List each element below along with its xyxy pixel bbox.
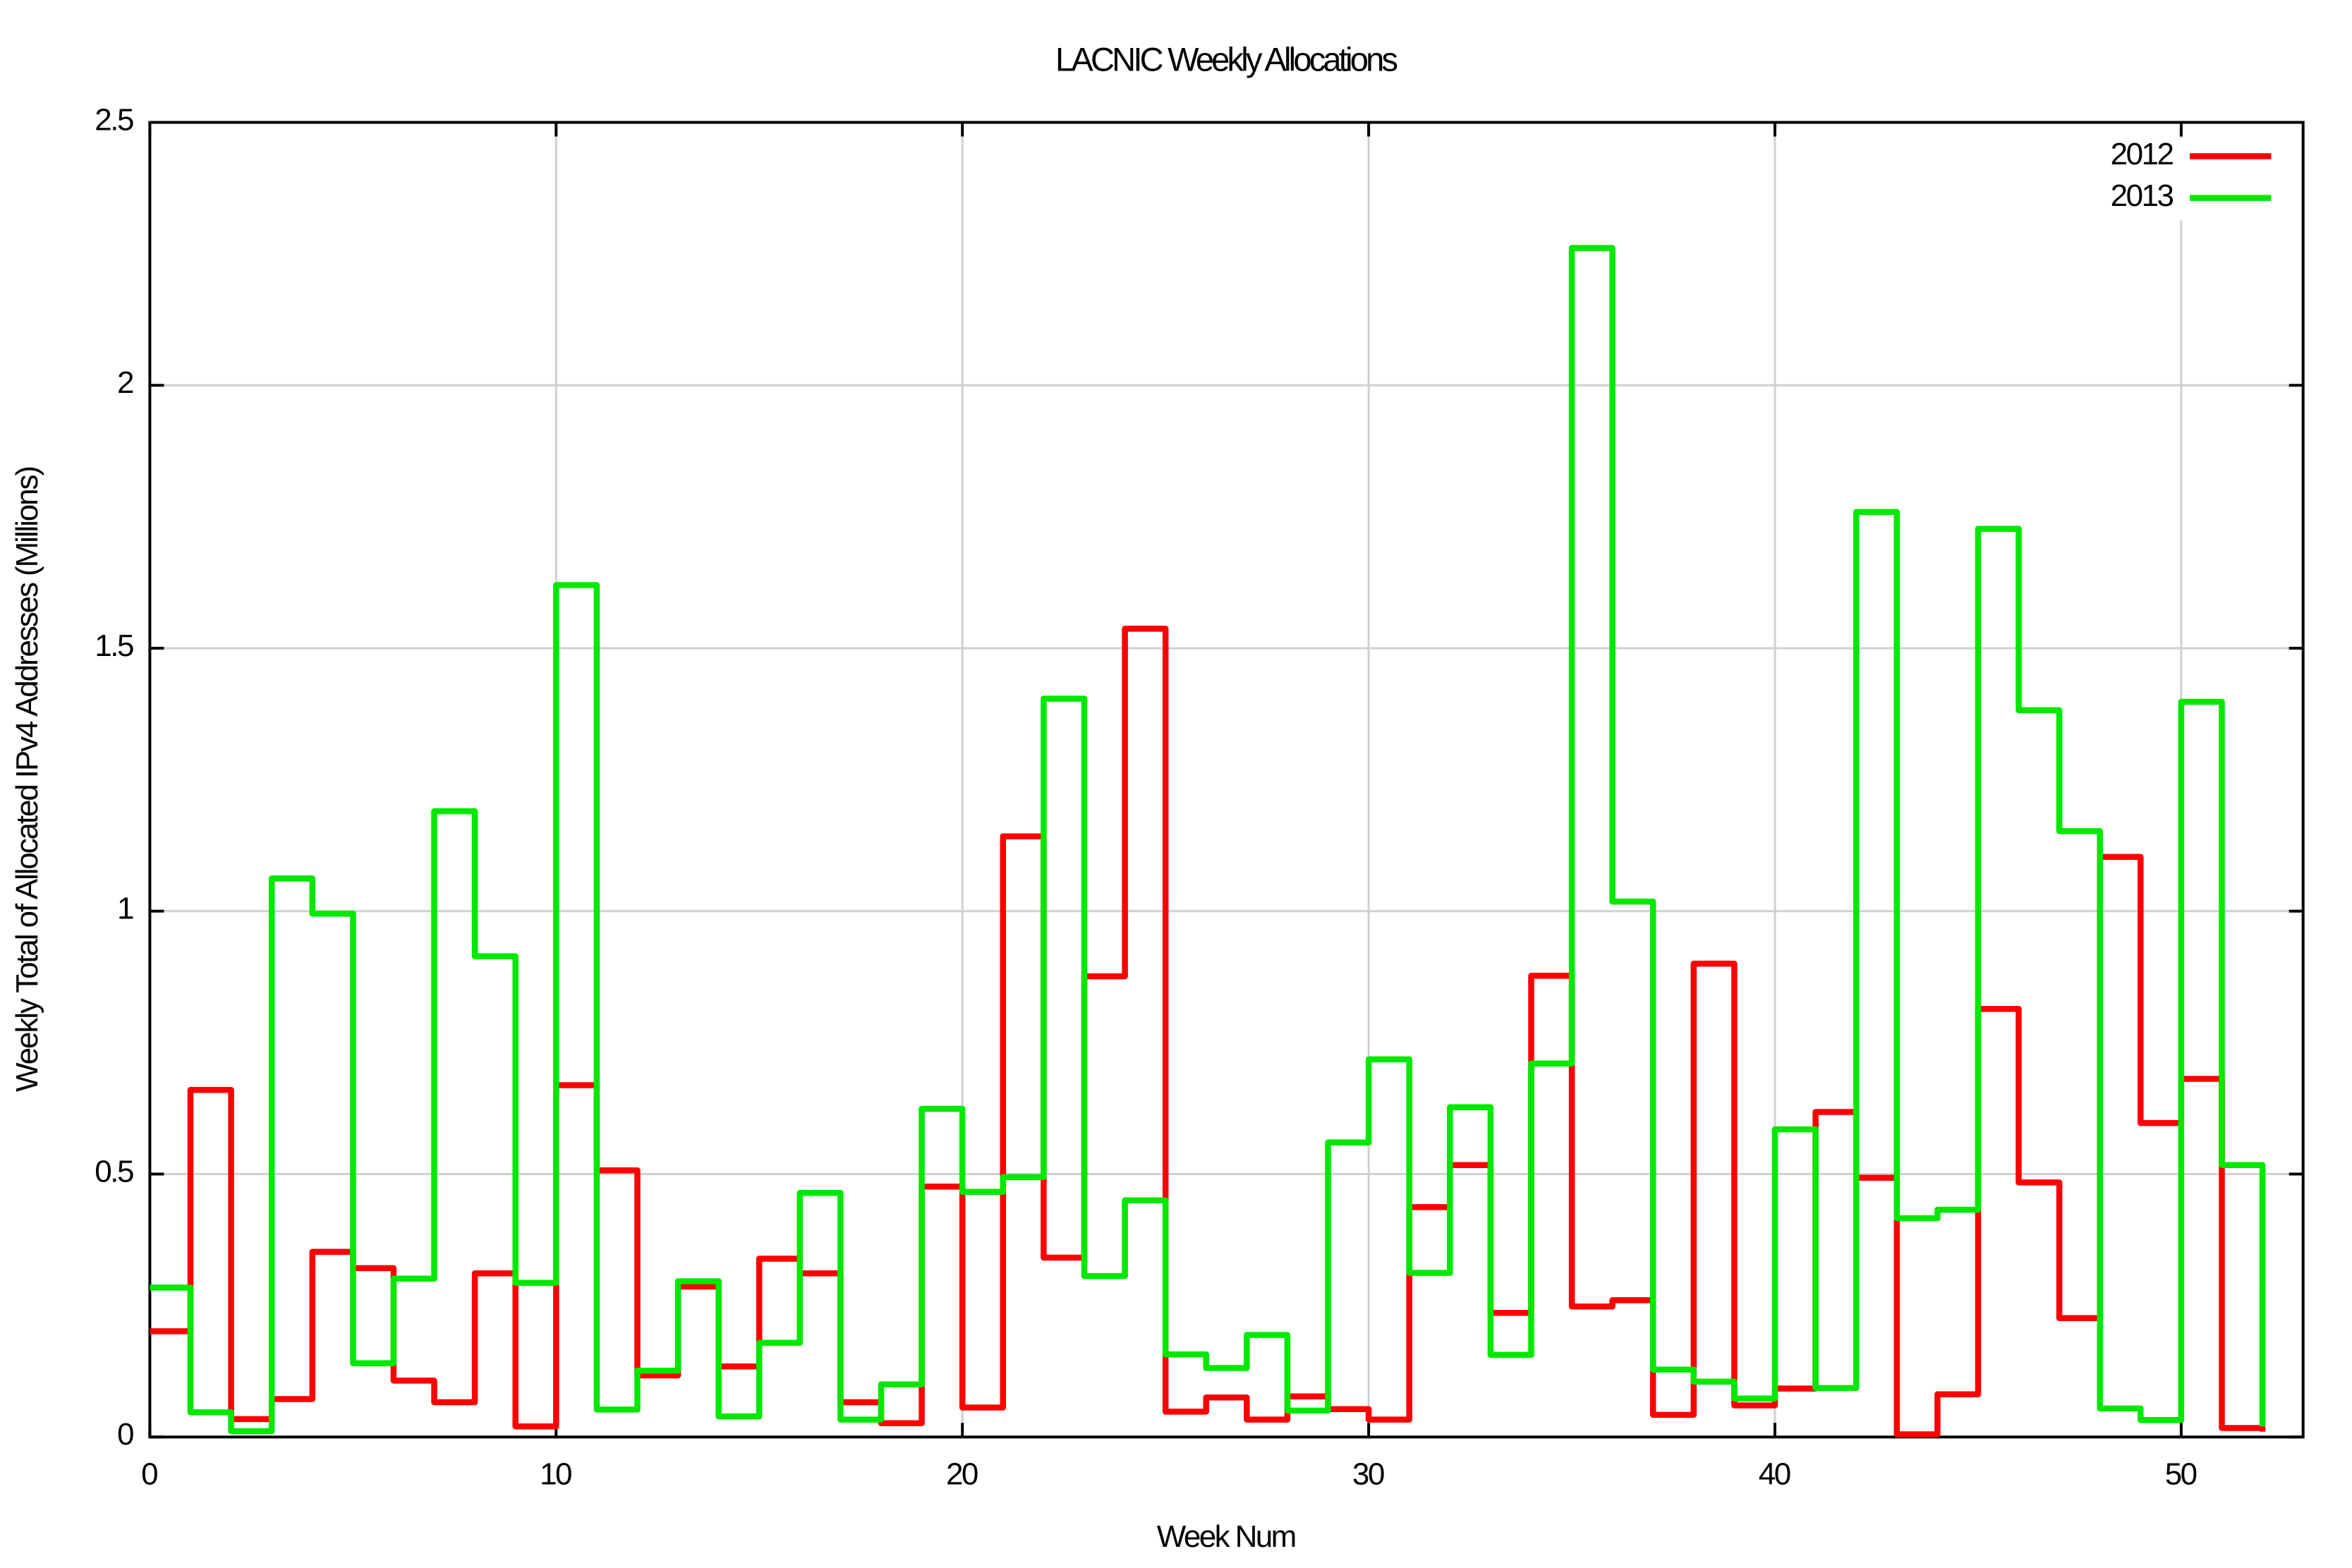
svg-text:0: 0 — [141, 1457, 158, 1492]
svg-text:2.5: 2.5 — [95, 102, 134, 137]
svg-text:1.5: 1.5 — [95, 628, 134, 663]
svg-text:2013: 2013 — [2111, 178, 2174, 213]
svg-text:50: 50 — [2165, 1457, 2198, 1492]
svg-text:1: 1 — [117, 892, 134, 926]
svg-text:Weekly Total of Allocated IPv4: Weekly Total of Allocated IPv4 Addresses… — [10, 466, 44, 1092]
svg-text:0: 0 — [117, 1417, 134, 1452]
svg-text:2012: 2012 — [2111, 137, 2174, 171]
svg-text:30: 30 — [1352, 1457, 1385, 1492]
svg-text:10: 10 — [540, 1457, 572, 1492]
svg-text:2: 2 — [117, 365, 134, 400]
svg-text:20: 20 — [946, 1457, 978, 1492]
svg-text:Week Num: Week Num — [1157, 1519, 1297, 1554]
svg-text:0.5: 0.5 — [95, 1154, 134, 1189]
svg-text:40: 40 — [1759, 1457, 1791, 1492]
svg-text:LACNIC Weekly Allocations: LACNIC Weekly Allocations — [1055, 40, 1398, 78]
